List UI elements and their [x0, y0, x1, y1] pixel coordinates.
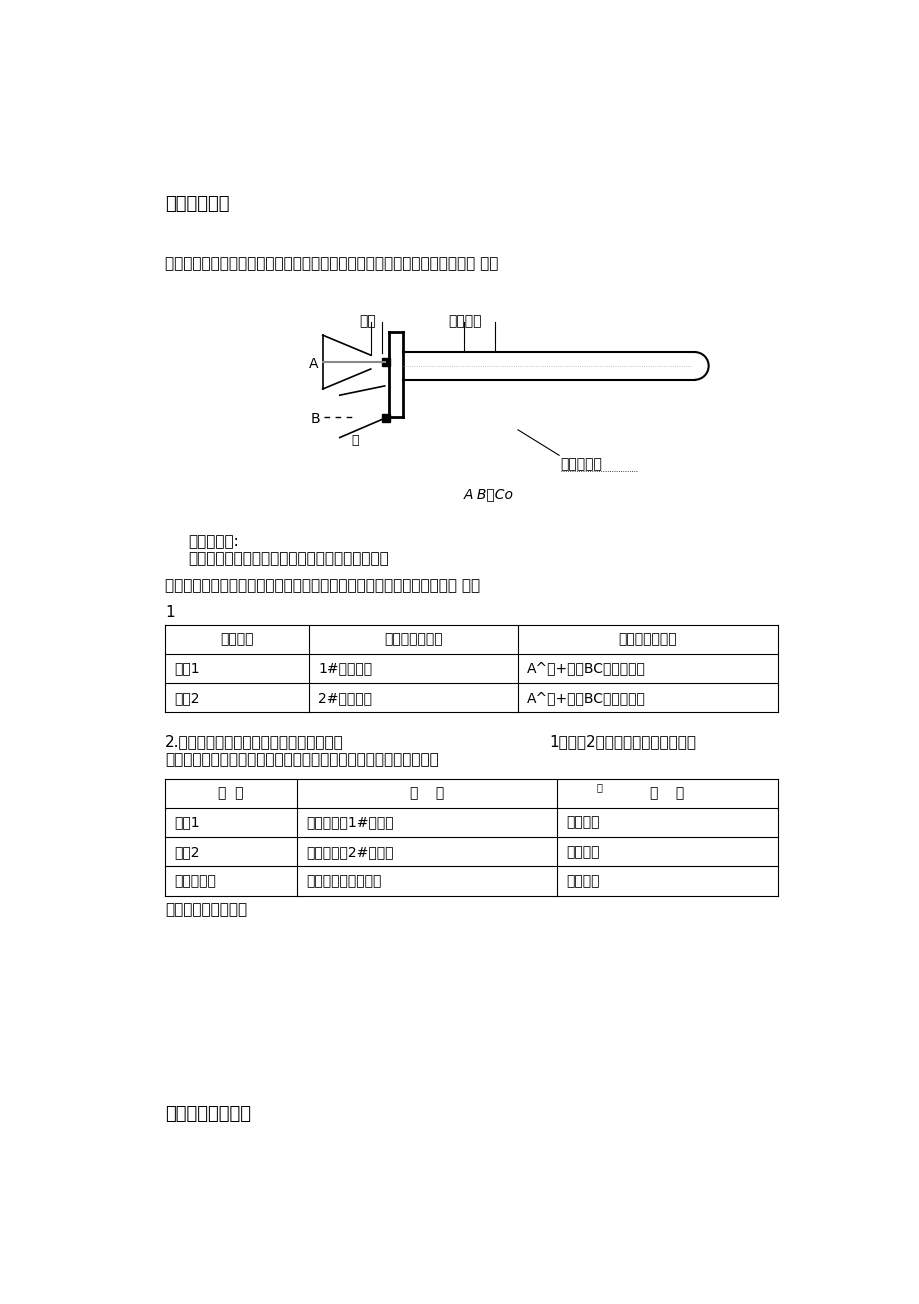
Text: 1和控制2端子串入压风机停机线路: 1和控制2端子串入压风机停机线路 — [549, 734, 696, 748]
Text: 温度传感器名称: 温度传感器名称 — [383, 632, 442, 647]
Text: 插头序号: 插头序号 — [220, 632, 254, 647]
Text: 止: 止 — [596, 781, 602, 792]
Text: 常开触点（2#风包）: 常开触点（2#风包） — [306, 845, 393, 859]
Text: 〉: 〉 — [351, 434, 358, 447]
Text: 接线端子: 接线端子 — [448, 314, 482, 329]
Text: 输出继电器常开触点: 输出继电器常开触点 — [306, 874, 381, 888]
Text: 超温停机: 超温停机 — [565, 815, 599, 829]
Text: 序  号: 序 号 — [219, 786, 244, 801]
Text: 名    称: 名 称 — [409, 786, 444, 801]
Bar — [382, 359, 390, 366]
Text: 以下均以每只温度传感器的引线如上图所示定义为: 以下均以每只温度传感器的引线如上图所示定义为 — [188, 550, 389, 566]
Text: 2#风包温度: 2#风包温度 — [318, 691, 371, 704]
Text: 常开触点（1#风包）: 常开触点（1#风包） — [306, 815, 393, 829]
Text: 控制2: 控制2 — [175, 845, 200, 859]
Text: 温度传感器: 温度传感器 — [560, 456, 602, 471]
Text: 中，该继电器为一常闭触点和一常开触点（调试正常之后接此线）。: 中，该继电器为一常闭触点和一常开触点（调试正常之后接此线）。 — [165, 752, 438, 768]
Text: B: B — [310, 412, 320, 426]
Text: 断水、断油: 断水、断油 — [175, 874, 216, 888]
Bar — [382, 415, 390, 422]
Text: 仅供个人参考: 仅供个人参考 — [165, 196, 230, 213]
Text: 如下图所示:: 如下图所示: — [188, 533, 239, 549]
Text: 控制1: 控制1 — [175, 661, 200, 675]
Text: 2.输出继电器接线：将装置的输出插头控制: 2.输出继电器接线：将装置的输出插头控制 — [165, 734, 344, 748]
Text: 控制2: 控制2 — [175, 691, 200, 704]
Text: 每只温度传感器有两只引线端子，需接两根线至主机，即有两根线并联接至主 机，: 每只温度传感器有两只引线端子，需接两根线至主机，即有两根线并联接至主 机， — [165, 257, 498, 271]
Text: A^（+）、BC录（信号）: A^（+）、BC录（信号） — [527, 691, 645, 704]
Text: 1: 1 — [165, 605, 175, 619]
Text: 两路温度传感器分别安装于一号风包、二号风包的检测点位置，其接线如 下：: 两路温度传感器分别安装于一号风包、二号风包的检测点位置，其接线如 下： — [165, 579, 480, 593]
Text: 温度传感器接线: 温度传感器接线 — [618, 632, 676, 647]
Text: 超温停机: 超温停机 — [565, 874, 599, 888]
Text: 代号: 代号 — [358, 314, 376, 329]
Text: A B、Co: A B、Co — [463, 488, 513, 502]
Text: 1#风包温度: 1#风包温度 — [318, 661, 372, 675]
Text: 不得用于商业用途: 不得用于商业用途 — [165, 1104, 251, 1123]
Text: 超温停机: 超温停机 — [565, 845, 599, 859]
Text: 五、工作及调试过程: 五、工作及调试过程 — [165, 902, 247, 917]
Text: A^（+）、BC录（信号）: A^（+）、BC录（信号） — [527, 661, 645, 675]
Text: 控制1: 控制1 — [175, 815, 200, 829]
Text: 功    能: 功 能 — [650, 786, 684, 801]
Text: A: A — [309, 357, 318, 370]
